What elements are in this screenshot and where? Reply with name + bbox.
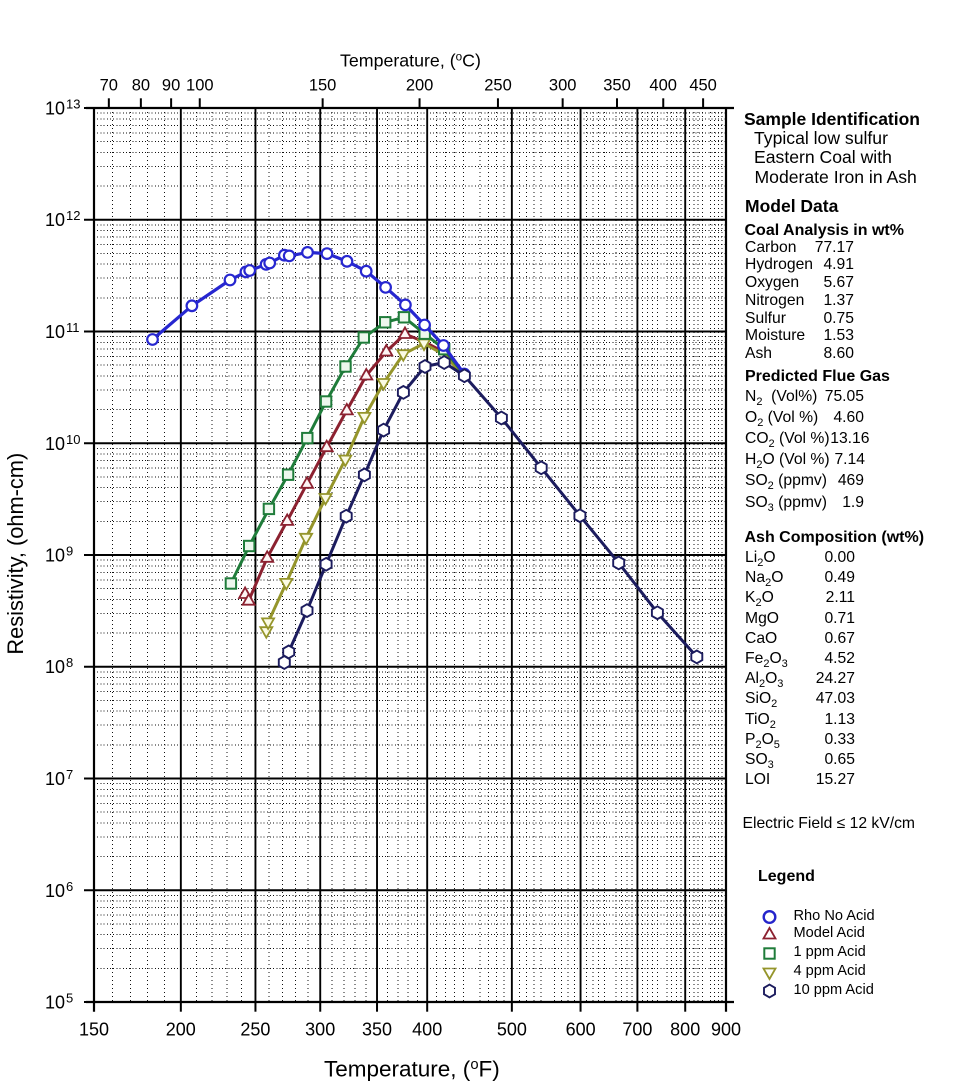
svg-text:250: 250 bbox=[240, 1020, 270, 1040]
svg-text:250: 250 bbox=[484, 77, 512, 95]
svg-text:10: 10 bbox=[66, 432, 80, 447]
svg-text:7: 7 bbox=[66, 767, 73, 782]
svg-text:400: 400 bbox=[649, 77, 677, 95]
svg-text:350: 350 bbox=[362, 1020, 392, 1040]
svg-text:600: 600 bbox=[566, 1020, 596, 1040]
svg-text:80: 80 bbox=[132, 77, 150, 95]
svg-text:11: 11 bbox=[66, 320, 80, 335]
svg-text:10: 10 bbox=[45, 210, 65, 230]
svg-text:300: 300 bbox=[305, 1020, 335, 1040]
svg-text:10: 10 bbox=[45, 881, 65, 901]
svg-text:Resistivity, (ohm-cm): Resistivity, (ohm-cm) bbox=[3, 453, 28, 655]
svg-text:6: 6 bbox=[66, 879, 73, 894]
svg-text:Temperature, (oC): Temperature, (oC) bbox=[340, 51, 481, 71]
svg-text:400: 400 bbox=[412, 1020, 442, 1040]
svg-text:150: 150 bbox=[309, 77, 337, 95]
svg-text:10: 10 bbox=[45, 322, 65, 342]
svg-text:10: 10 bbox=[45, 769, 65, 789]
svg-text:500: 500 bbox=[497, 1020, 527, 1040]
svg-text:900: 900 bbox=[711, 1020, 741, 1040]
svg-text:10: 10 bbox=[45, 99, 65, 119]
svg-text:10: 10 bbox=[45, 657, 65, 677]
svg-text:450: 450 bbox=[689, 77, 717, 95]
svg-text:13: 13 bbox=[66, 97, 80, 112]
svg-text:150: 150 bbox=[79, 1020, 109, 1040]
svg-text:200: 200 bbox=[406, 77, 434, 95]
svg-text:800: 800 bbox=[670, 1020, 700, 1040]
svg-text:12: 12 bbox=[66, 208, 80, 223]
svg-text:5: 5 bbox=[66, 991, 73, 1006]
svg-text:700: 700 bbox=[622, 1020, 652, 1040]
svg-text:350: 350 bbox=[603, 77, 631, 95]
svg-text:10: 10 bbox=[45, 434, 65, 454]
svg-text:10: 10 bbox=[45, 993, 65, 1013]
svg-text:10: 10 bbox=[45, 546, 65, 566]
svg-text:70: 70 bbox=[100, 77, 118, 95]
svg-text:100: 100 bbox=[186, 77, 214, 95]
svg-text:9: 9 bbox=[66, 544, 73, 559]
svg-text:200: 200 bbox=[166, 1020, 196, 1040]
svg-text:8: 8 bbox=[66, 655, 73, 670]
svg-text:300: 300 bbox=[549, 77, 577, 95]
svg-text:90: 90 bbox=[162, 77, 180, 95]
